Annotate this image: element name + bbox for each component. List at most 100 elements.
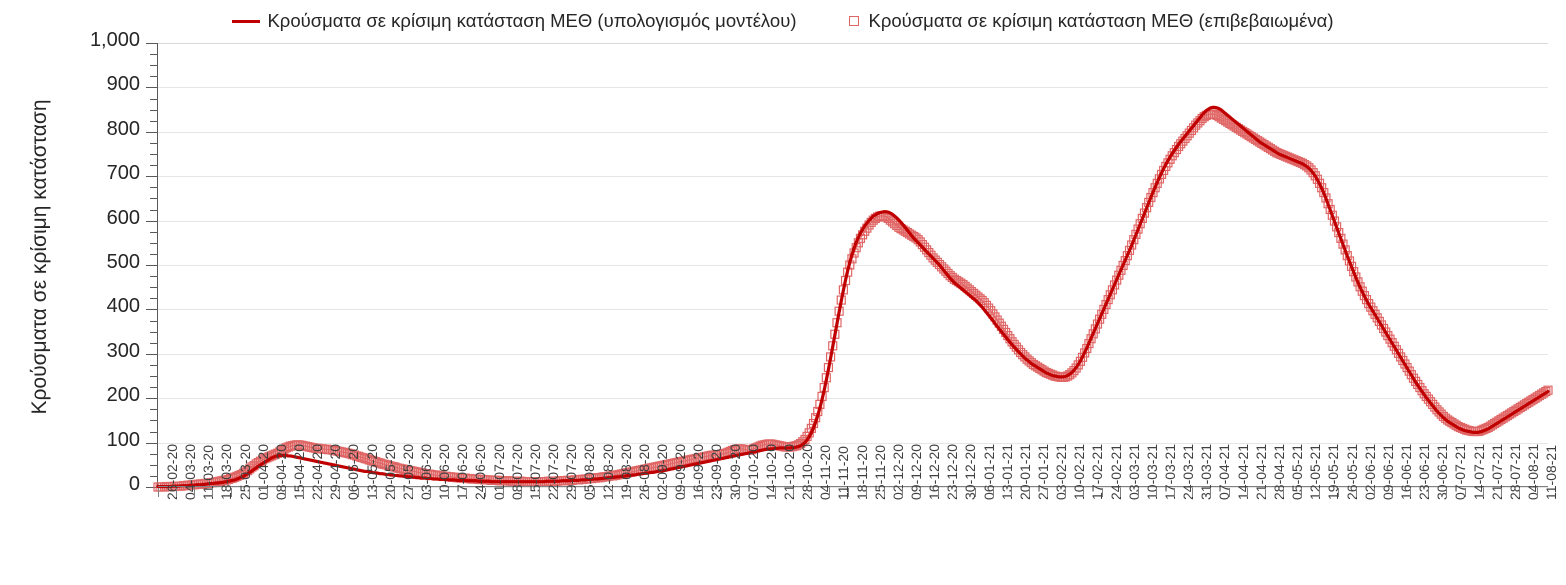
legend-label-model: Κρούσματα σε κρίσιμη κατάσταση ΜΕΘ (υπολ… <box>267 10 797 31</box>
y-axis-label: 500 <box>106 251 140 273</box>
x-axis-tick <box>1101 488 1103 497</box>
x-axis-tick <box>448 488 450 497</box>
x-axis-tick <box>1446 488 1448 497</box>
x-axis-tick <box>1065 488 1067 497</box>
x-axis-tick <box>430 488 432 497</box>
y-axis-tick-minor <box>150 154 158 155</box>
x-axis-label: 11-11-20 <box>835 446 852 500</box>
x-axis-label: 07-04-21 <box>1216 443 1233 500</box>
x-axis-tick <box>1301 488 1303 497</box>
x-axis-tick <box>1537 488 1539 497</box>
x-axis-tick <box>1010 488 1012 497</box>
y-axis-tick-minor <box>150 209 158 211</box>
x-axis-tick <box>738 488 740 497</box>
gridline <box>158 353 1548 355</box>
x-axis-tick <box>629 488 631 497</box>
x-axis-tick <box>1119 488 1121 497</box>
x-axis-tick <box>158 488 159 497</box>
x-axis-tick <box>756 488 758 497</box>
gridline <box>158 220 1548 222</box>
x-axis-tick <box>1464 488 1466 497</box>
x-axis-tick <box>938 488 940 497</box>
x-axis-tick <box>684 488 686 497</box>
x-axis-label: 20-05-20 <box>381 443 398 500</box>
x-axis-label: 25-03-20 <box>236 443 253 500</box>
x-axis-label: 30-12-20 <box>962 443 979 500</box>
x-axis-label: 22-07-20 <box>545 443 562 500</box>
x-axis-label: 10-06-20 <box>436 443 453 500</box>
x-axis-tick <box>212 488 214 497</box>
x-axis-tick <box>194 488 196 497</box>
x-axis-label: 17-02-21 <box>1089 443 1106 500</box>
y-axis-tick-minor <box>150 331 158 333</box>
y-axis-tick-major <box>146 309 158 311</box>
x-axis-label: 21-04-21 <box>1252 443 1269 500</box>
y-axis-label: 600 <box>106 206 140 229</box>
x-axis-label: 28-04-21 <box>1270 443 1287 500</box>
x-axis-label: 10-02-21 <box>1071 443 1088 500</box>
x-axis-tick <box>266 488 268 497</box>
y-axis-tick-minor <box>150 409 158 411</box>
x-axis-label: 02-06-21 <box>1361 443 1378 500</box>
plot-area <box>153 43 1553 492</box>
x-axis-tick <box>1137 488 1139 497</box>
y-axis-tick-major <box>146 220 158 222</box>
y-axis-tick-major <box>146 87 158 89</box>
legend-label-confirmed: Κρούσματα σε κρίσιμη κατάσταση ΜΕΘ (επιβ… <box>868 10 1334 31</box>
x-axis-tick <box>520 488 522 497</box>
x-axis-label: 12-08-20 <box>599 443 616 500</box>
x-axis-label: 16-09-20 <box>690 443 707 500</box>
y-axis-label: 200 <box>106 384 140 407</box>
y-axis-tick-minor <box>150 231 158 233</box>
x-axis-label: 28-07-21 <box>1506 443 1523 500</box>
x-axis-tick <box>339 488 341 497</box>
confirmed-markers <box>153 109 1553 492</box>
x-axis-label: 18-03-20 <box>218 443 235 500</box>
x-axis-tick <box>666 488 668 497</box>
x-axis-label: 10-03-21 <box>1143 443 1160 500</box>
x-axis-tick <box>1246 488 1248 497</box>
x-axis-tick <box>1518 488 1520 497</box>
x-axis-label: 30-09-20 <box>726 443 743 500</box>
gridline <box>158 87 1548 89</box>
x-axis-tick <box>611 488 613 497</box>
x-axis-label: 02-12-20 <box>889 443 906 500</box>
gridline <box>158 131 1548 133</box>
y-axis-tick-major <box>146 265 158 266</box>
series-canvas <box>153 105 1553 492</box>
x-axis-tick <box>230 488 232 497</box>
x-axis-tick <box>1192 488 1194 497</box>
y-axis-tick-minor <box>150 253 158 255</box>
gridline <box>158 398 1548 400</box>
x-axis-label: 09-09-20 <box>672 443 689 500</box>
x-axis-label: 04-03-20 <box>182 443 199 500</box>
x-axis-tick <box>1500 488 1502 497</box>
y-axis-tick-minor <box>150 242 158 244</box>
x-axis-label: 14-07-21 <box>1470 443 1487 500</box>
y-axis-tick-minor <box>150 109 158 111</box>
x-axis-tick <box>992 488 994 497</box>
y-axis-tick-minor <box>150 464 158 466</box>
x-axis-label: 01-04-20 <box>254 443 271 500</box>
legend-item-confirmed[interactable]: Κρούσματα σε κρίσιμη κατάσταση ΜΕΘ (επιβ… <box>840 10 1334 32</box>
y-axis-tick-minor <box>150 165 158 167</box>
y-axis-tick-minor <box>150 364 158 366</box>
x-axis-label: 26-08-20 <box>635 443 652 500</box>
x-axis-label: 09-06-21 <box>1379 443 1396 500</box>
x-axis-label: 01-07-20 <box>490 443 507 500</box>
gridline <box>158 265 1548 266</box>
x-axis-label: 03-03-21 <box>1125 443 1142 500</box>
x-axis-tick <box>1428 488 1430 497</box>
x-axis-tick <box>248 488 250 497</box>
x-axis-label: 14-04-21 <box>1234 443 1251 500</box>
legend-item-model[interactable]: Κρούσματα σε κρίσιμη κατάσταση ΜΕΘ (υπολ… <box>232 10 796 32</box>
x-axis-tick <box>847 488 849 497</box>
x-axis-tick <box>285 488 287 497</box>
x-axis-label: 22-04-20 <box>309 443 326 500</box>
y-axis-label: 0 <box>128 473 140 495</box>
gridline <box>158 442 1548 444</box>
x-axis-label: 23-09-20 <box>708 443 725 500</box>
gridline <box>158 43 1548 44</box>
y-axis-tick-minor <box>150 420 158 422</box>
